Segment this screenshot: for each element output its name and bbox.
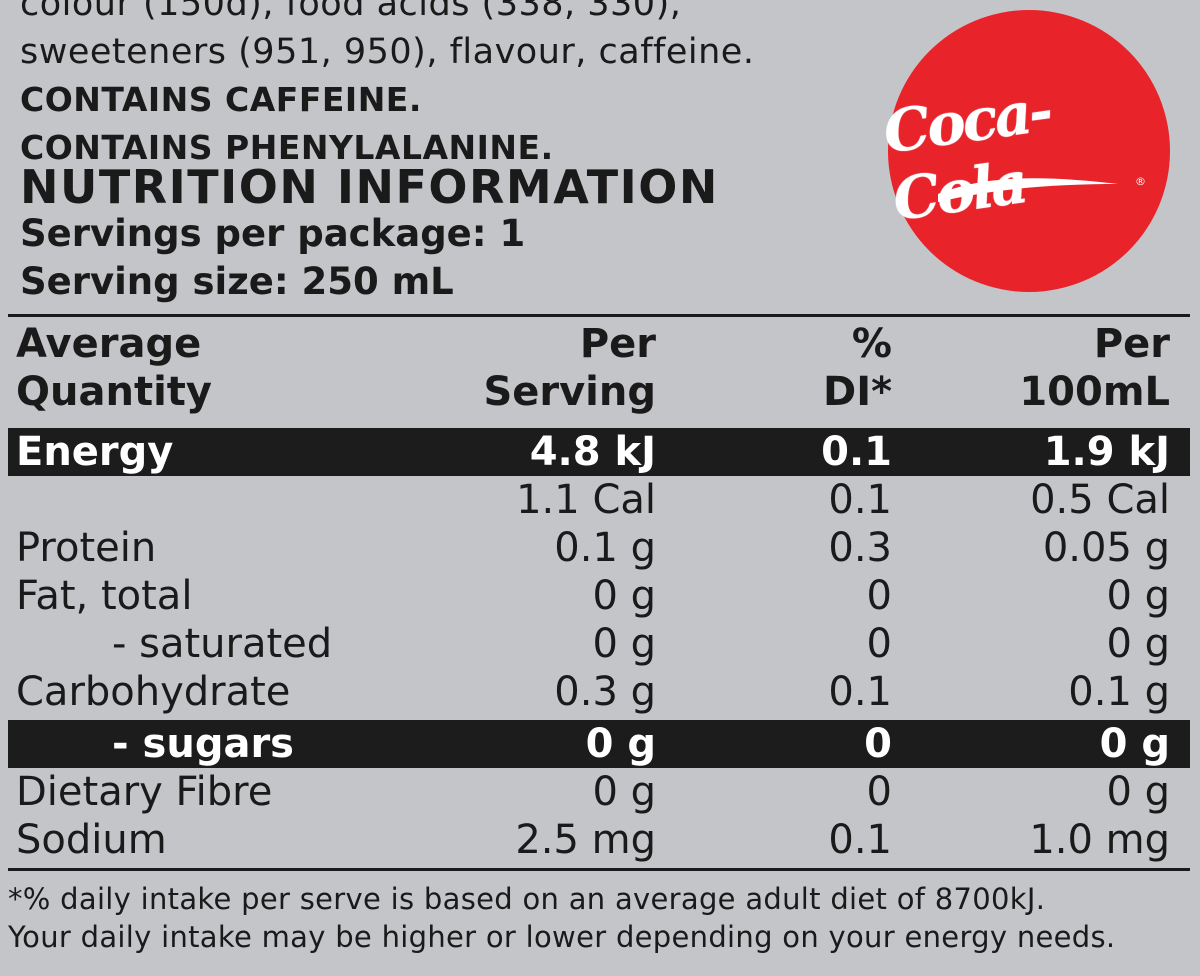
ingredients-block: colour (150d), food acids (338, 330), sw… [20,0,880,172]
table-row-carbohydrate: Carbohydrate 0.3 g 0.1 0.1 g [8,668,1190,716]
row-per-serving: 0 g [592,573,656,619]
row-per-100ml: 0.05 g [1042,525,1170,571]
phenylalanine-warning: CONTAINS PHENYLALANINE. [20,128,554,167]
row-per-100ml: 0 g [1106,573,1170,619]
table-row-calories: 1.1 Cal 0.1 0.5 Cal [8,476,1190,524]
row-di: 0 [866,621,892,667]
header-di: DI* [822,369,892,415]
row-per-100ml: 1.9 kJ [1043,429,1170,475]
table-row-saturated: - saturated 0 g 0 0 g [8,620,1190,668]
footnote-line-1: *% daily intake per serve is based on an… [8,882,1046,916]
header-percent: % [851,321,892,367]
row-label: Dietary Fibre [16,769,273,815]
row-per-100ml: 0 g [1106,621,1170,667]
row-label: Sodium [16,817,167,863]
table-header-row-1: Average Per % Per [8,320,1190,368]
row-per-serving: 2.5 mg [515,817,656,863]
table-top-rule [8,314,1190,317]
header-serving: Serving [483,369,656,415]
table-row-sodium: Sodium 2.5 mg 0.1 1.0 mg [8,816,1190,864]
logo-wordmark: Coca-Cola [879,76,1055,234]
header-per: Per [579,321,656,367]
header-per-100: Per [1093,321,1170,367]
row-label: Energy [16,429,174,475]
row-di: 0 [864,721,892,767]
row-per-serving: 1.1 Cal [516,477,656,523]
row-per-serving: 0 g [592,621,656,667]
row-per-100ml: 0 g [1106,769,1170,815]
table-row-sugars: - sugars 0 g 0 0 g [8,720,1190,768]
row-per-100ml: 1.0 mg [1029,817,1170,863]
nutrition-title: NUTRITION INFORMATION [20,160,719,214]
row-per-100ml: 0.1 g [1068,669,1170,715]
row-per-serving: 0.3 g [554,669,656,715]
servings-per-package: Servings per package: 1 [20,212,526,255]
row-di: 0.1 [828,669,892,715]
caffeine-warning: CONTAINS CAFFEINE. [20,80,422,119]
row-di: 0.1 [828,817,892,863]
table-row-energy: Energy 4.8 kJ 0.1 1.9 kJ [8,428,1190,476]
table-bottom-rule [8,868,1190,871]
serving-size: Serving size: 250 mL [20,260,454,303]
row-per-serving: 0 g [585,721,656,767]
row-di: 0 [866,573,892,619]
registered-mark: ® [1135,175,1146,188]
ingredients-sweeteners-line: sweeteners (951, 950), flavour, caffeine… [20,32,755,72]
row-di: 0 [866,769,892,815]
row-label: Fat, total [16,573,193,619]
header-average: Average [16,321,202,367]
row-label: - sugars [112,721,294,767]
row-per-serving: 4.8 kJ [529,429,656,475]
coca-cola-logo: Coca-Cola ® [879,10,1170,292]
row-di: 0.3 [828,525,892,571]
header-100ml: 100mL [1019,369,1170,415]
ingredients-partial-line: colour (150d), food acids (338, 330), [20,0,682,24]
row-label: Protein [16,525,157,571]
logo-swoosh-icon [938,178,1118,202]
row-di: 0.1 [828,477,892,523]
table-header-row-2: Quantity Serving DI* 100mL [8,368,1190,416]
row-per-100ml: 0.5 Cal [1030,477,1170,523]
table-row-dietary-fibre: Dietary Fibre 0 g 0 0 g [8,768,1190,816]
row-per-serving: 0 g [592,769,656,815]
row-label: Carbohydrate [16,669,291,715]
table-row-fat-total: Fat, total 0 g 0 0 g [8,572,1190,620]
header-quantity: Quantity [16,369,212,415]
row-di: 0.1 [821,429,892,475]
footnote-line-2: Your daily intake may be higher or lower… [8,920,1116,954]
row-per-100ml: 0 g [1099,721,1170,767]
row-label: - saturated [112,621,333,667]
row-per-serving: 0.1 g [554,525,656,571]
table-row-protein: Protein 0.1 g 0.3 0.05 g [8,524,1190,572]
